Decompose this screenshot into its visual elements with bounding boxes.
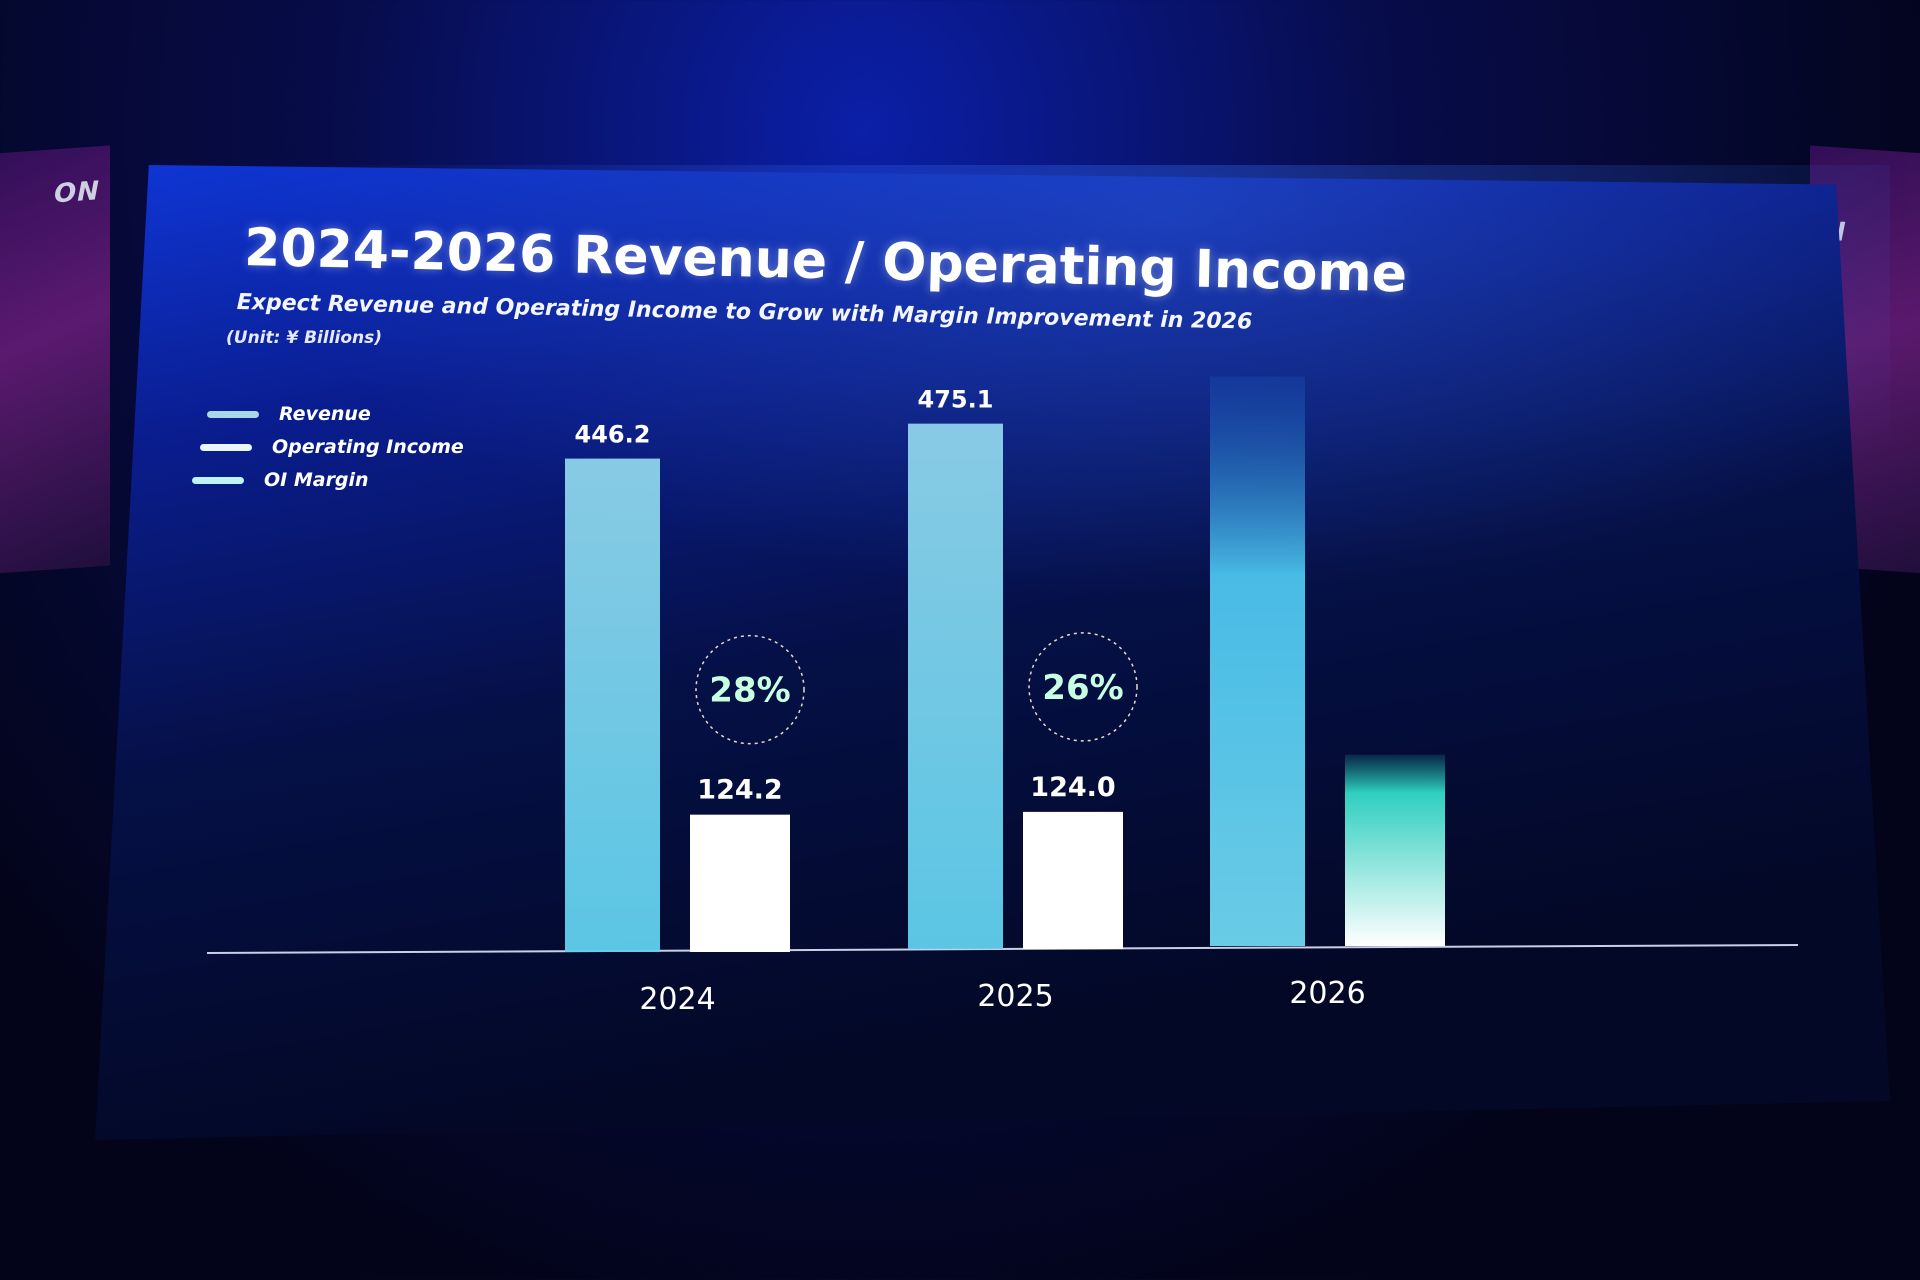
legend-operating-income: Operating Income [200,436,464,458]
x-axis-tick-label-2024: 2024 [639,982,715,1017]
legend-revenue-label: Revenue [279,403,371,425]
revenue-bar-2024 [565,458,660,952]
legend-oi-margin-swatch [192,476,244,484]
legend-oi-margin: OI Margin [192,469,369,491]
legend-revenue: Revenue [207,403,371,425]
oi-margin-circle-2025 [1028,632,1138,742]
legend-oi-margin-label: OI Margin [264,469,369,491]
oi-margin-circle-2024 [695,634,805,745]
revenue-bar-2026 [1210,376,1305,947]
unit-note: (Unit: ¥ Billions) [226,328,383,348]
legend-operating-income-swatch [200,443,252,451]
oi-margin-label-2024: 28% [709,671,790,711]
revenue-bar-2025 [908,423,1003,949]
operating-income-bar-2024 [690,814,790,952]
operating-income-value-label-2024: 124.2 [697,775,782,806]
oi-margin-label-2025: 26% [1042,668,1123,708]
operating-income-bar-2025 [1023,811,1123,949]
legend-revenue-swatch [207,410,259,418]
operating-income-value-label-2025: 124.0 [1030,772,1115,803]
legend-operating-income-label: Operating Income [272,436,464,458]
operating-income-bar-2026 [1345,754,1445,946]
revenue-value-label-2025: 475.1 [918,386,994,414]
x-axis-tick-label-2026: 2026 [1289,976,1365,1011]
revenue-value-label-2024: 446.2 [575,421,651,449]
x-axis-tick-label-2025: 2025 [977,979,1053,1014]
